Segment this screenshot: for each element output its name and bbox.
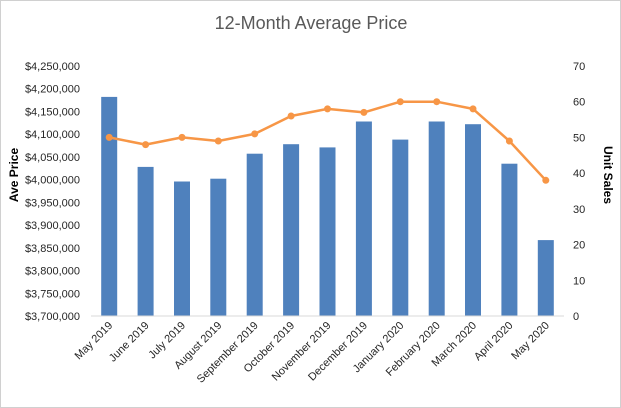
price-bar: [210, 178, 227, 316]
price-bar: [174, 181, 190, 316]
price-bar: [465, 124, 481, 316]
price-bar: [319, 147, 336, 316]
price-bars: [101, 96, 554, 317]
left-tick-label: $3,950,000: [25, 197, 80, 209]
left-tick-label: $4,100,000: [25, 129, 80, 141]
unit-sales-point: [287, 112, 295, 120]
unit-sales-point: [505, 137, 513, 145]
price-bar: [501, 163, 518, 316]
unit-sales-point: [178, 133, 186, 141]
right-y-axis-ticks: 0 10 20 30 40 50 60 70: [573, 61, 585, 323]
unit-sales-point: [142, 141, 150, 149]
x-tick-label: May 2020: [509, 320, 552, 363]
left-tick-label: $3,750,000: [25, 288, 80, 300]
right-tick-label: 30: [573, 204, 585, 216]
right-tick-label: 50: [573, 132, 585, 144]
price-bar: [537, 240, 554, 316]
right-tick-label: 0: [573, 311, 579, 323]
right-tick-label: 20: [573, 240, 585, 252]
price-bar: [392, 139, 409, 316]
unit-sales-point: [214, 137, 222, 145]
price-bar: [283, 144, 300, 316]
left-tick-label: $4,150,000: [25, 107, 80, 119]
right-tick-label: 70: [573, 61, 585, 73]
price-bar: [137, 166, 154, 316]
price-bar: [246, 153, 263, 316]
left-tick-label: $4,250,000: [25, 61, 80, 73]
unit-sales-point: [360, 108, 368, 116]
left-y-axis-ticks: $3,700,000 $3,750,000 $3,800,000 $3,850,000…: [25, 61, 80, 323]
left-tick-label: $4,050,000: [25, 152, 80, 164]
left-tick-label: $3,800,000: [25, 266, 80, 278]
unit-sales-point: [469, 105, 477, 113]
x-tick-label: April 2020: [472, 320, 516, 364]
right-tick-label: 60: [573, 97, 585, 109]
unit-sales-point: [251, 130, 259, 138]
right-tick-label: 10: [573, 275, 585, 287]
unit-sales-point: [396, 98, 404, 106]
right-tick-label: 40: [573, 168, 585, 180]
left-axis-title: Ave Price: [7, 148, 21, 203]
unit-sales-point: [105, 133, 113, 141]
right-axis-title: Unit Sales: [601, 146, 615, 204]
x-tick-label: June 2019: [107, 320, 152, 365]
left-tick-label: $3,850,000: [25, 243, 80, 255]
chart-title: 12-Month Average Price: [215, 13, 408, 33]
left-tick-label: $4,200,000: [25, 84, 80, 96]
left-tick-label: $3,900,000: [25, 220, 80, 232]
left-tick-label: $4,000,000: [25, 175, 80, 187]
left-tick-label: $3,700,000: [25, 311, 80, 323]
unit-sales-point: [542, 176, 550, 184]
price-bar: [355, 121, 372, 316]
unit-sales-point: [324, 105, 331, 113]
unit-sales-point: [433, 98, 441, 106]
unit-sales-series: [105, 98, 550, 184]
price-bar: [101, 96, 118, 317]
price-bar: [428, 121, 445, 316]
